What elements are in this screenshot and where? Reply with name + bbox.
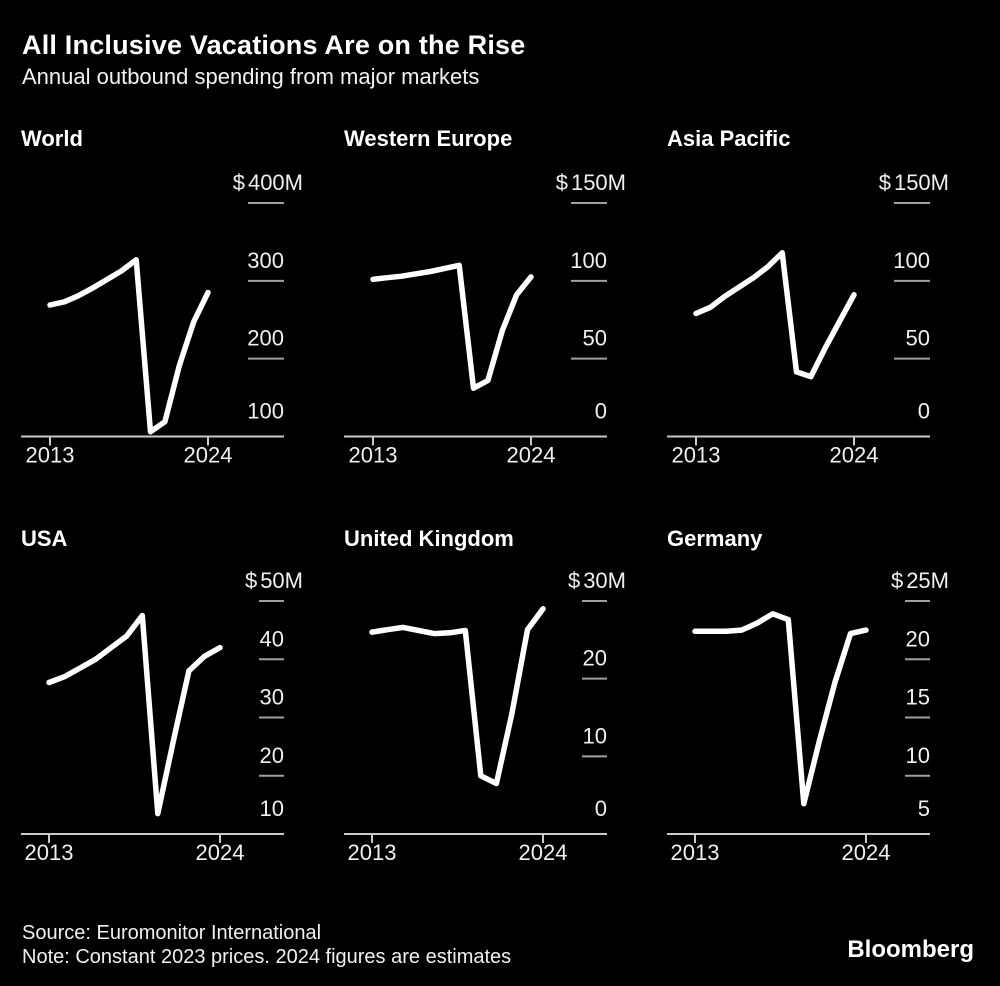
panel-title-germany: Germany (667, 526, 763, 551)
chart-subtitle: Annual outbound spending from major mark… (22, 64, 480, 89)
y-tick-label: 20 (260, 743, 284, 768)
chart-title: All Inclusive Vacations Are on the Rise (22, 30, 526, 60)
y-tick-label: 30 (260, 685, 284, 710)
y-tick-label: 10 (260, 796, 284, 821)
y-tick-label: 300 (247, 248, 284, 273)
panel-title-world: World (21, 126, 83, 151)
data-line-usa (46, 612, 223, 817)
estimates-note: Note: Constant 2023 prices. 2024 figures… (22, 946, 512, 968)
source-line: Source: Euromonitor International (22, 922, 322, 944)
x-tick-label: 2024 (519, 840, 568, 865)
x-tick-label: 2013 (349, 443, 398, 468)
x-tick-label: 2024 (184, 443, 233, 468)
y-tick-label: 100 (893, 248, 930, 273)
y-axis-top-label: $150M (879, 170, 949, 195)
y-tick-label: 20 (583, 646, 607, 671)
y-tick-label: 50 (583, 326, 607, 351)
panel-title-united-kingdom: United Kingdom (344, 526, 514, 551)
y-tick-label: 15 (906, 685, 930, 710)
y-axis-top-label: $50M (245, 568, 303, 593)
x-tick-label: 2013 (348, 840, 397, 865)
y-tick-label: 10 (906, 743, 930, 768)
x-tick-label: 2013 (672, 443, 721, 468)
y-tick-label: 20 (906, 626, 930, 651)
y-axis-top-label: $150M (556, 170, 626, 195)
y-axis-top-label: $400M (233, 170, 303, 195)
data-line-world (47, 257, 211, 435)
x-tick-label: 2013 (671, 840, 720, 865)
y-tick-label: 100 (570, 248, 607, 273)
data-line-asia-pacific (693, 250, 857, 380)
bloomberg-logo: Bloomberg (847, 936, 974, 963)
y-tick-label: 0 (595, 399, 607, 424)
x-tick-label: 2013 (26, 443, 75, 468)
y-tick-label: 40 (260, 626, 284, 651)
y-tick-label: 5 (918, 796, 930, 821)
y-tick-label: 0 (595, 796, 607, 821)
panel-title-usa: USA (21, 526, 68, 551)
y-tick-label: 200 (247, 326, 284, 351)
y-tick-label: 100 (247, 399, 284, 424)
y-axis-top-label: $30M (568, 568, 626, 593)
x-tick-label: 2024 (842, 840, 891, 865)
y-axis-top-label: $25M (891, 568, 949, 593)
x-tick-label: 2024 (507, 443, 556, 468)
data-line-united-kingdom (369, 606, 546, 787)
y-tick-label: 0 (918, 399, 930, 424)
panel-title-western-europe: Western Europe (344, 126, 513, 151)
x-tick-label: 2024 (830, 443, 879, 468)
x-tick-label: 2024 (196, 840, 245, 865)
data-line-germany (692, 611, 869, 807)
y-tick-label: 50 (906, 326, 930, 351)
x-tick-label: 2013 (25, 840, 74, 865)
data-line-western-europe (370, 262, 534, 391)
panel-title-asia-pacific: Asia Pacific (667, 126, 791, 151)
y-tick-label: 10 (583, 723, 607, 748)
